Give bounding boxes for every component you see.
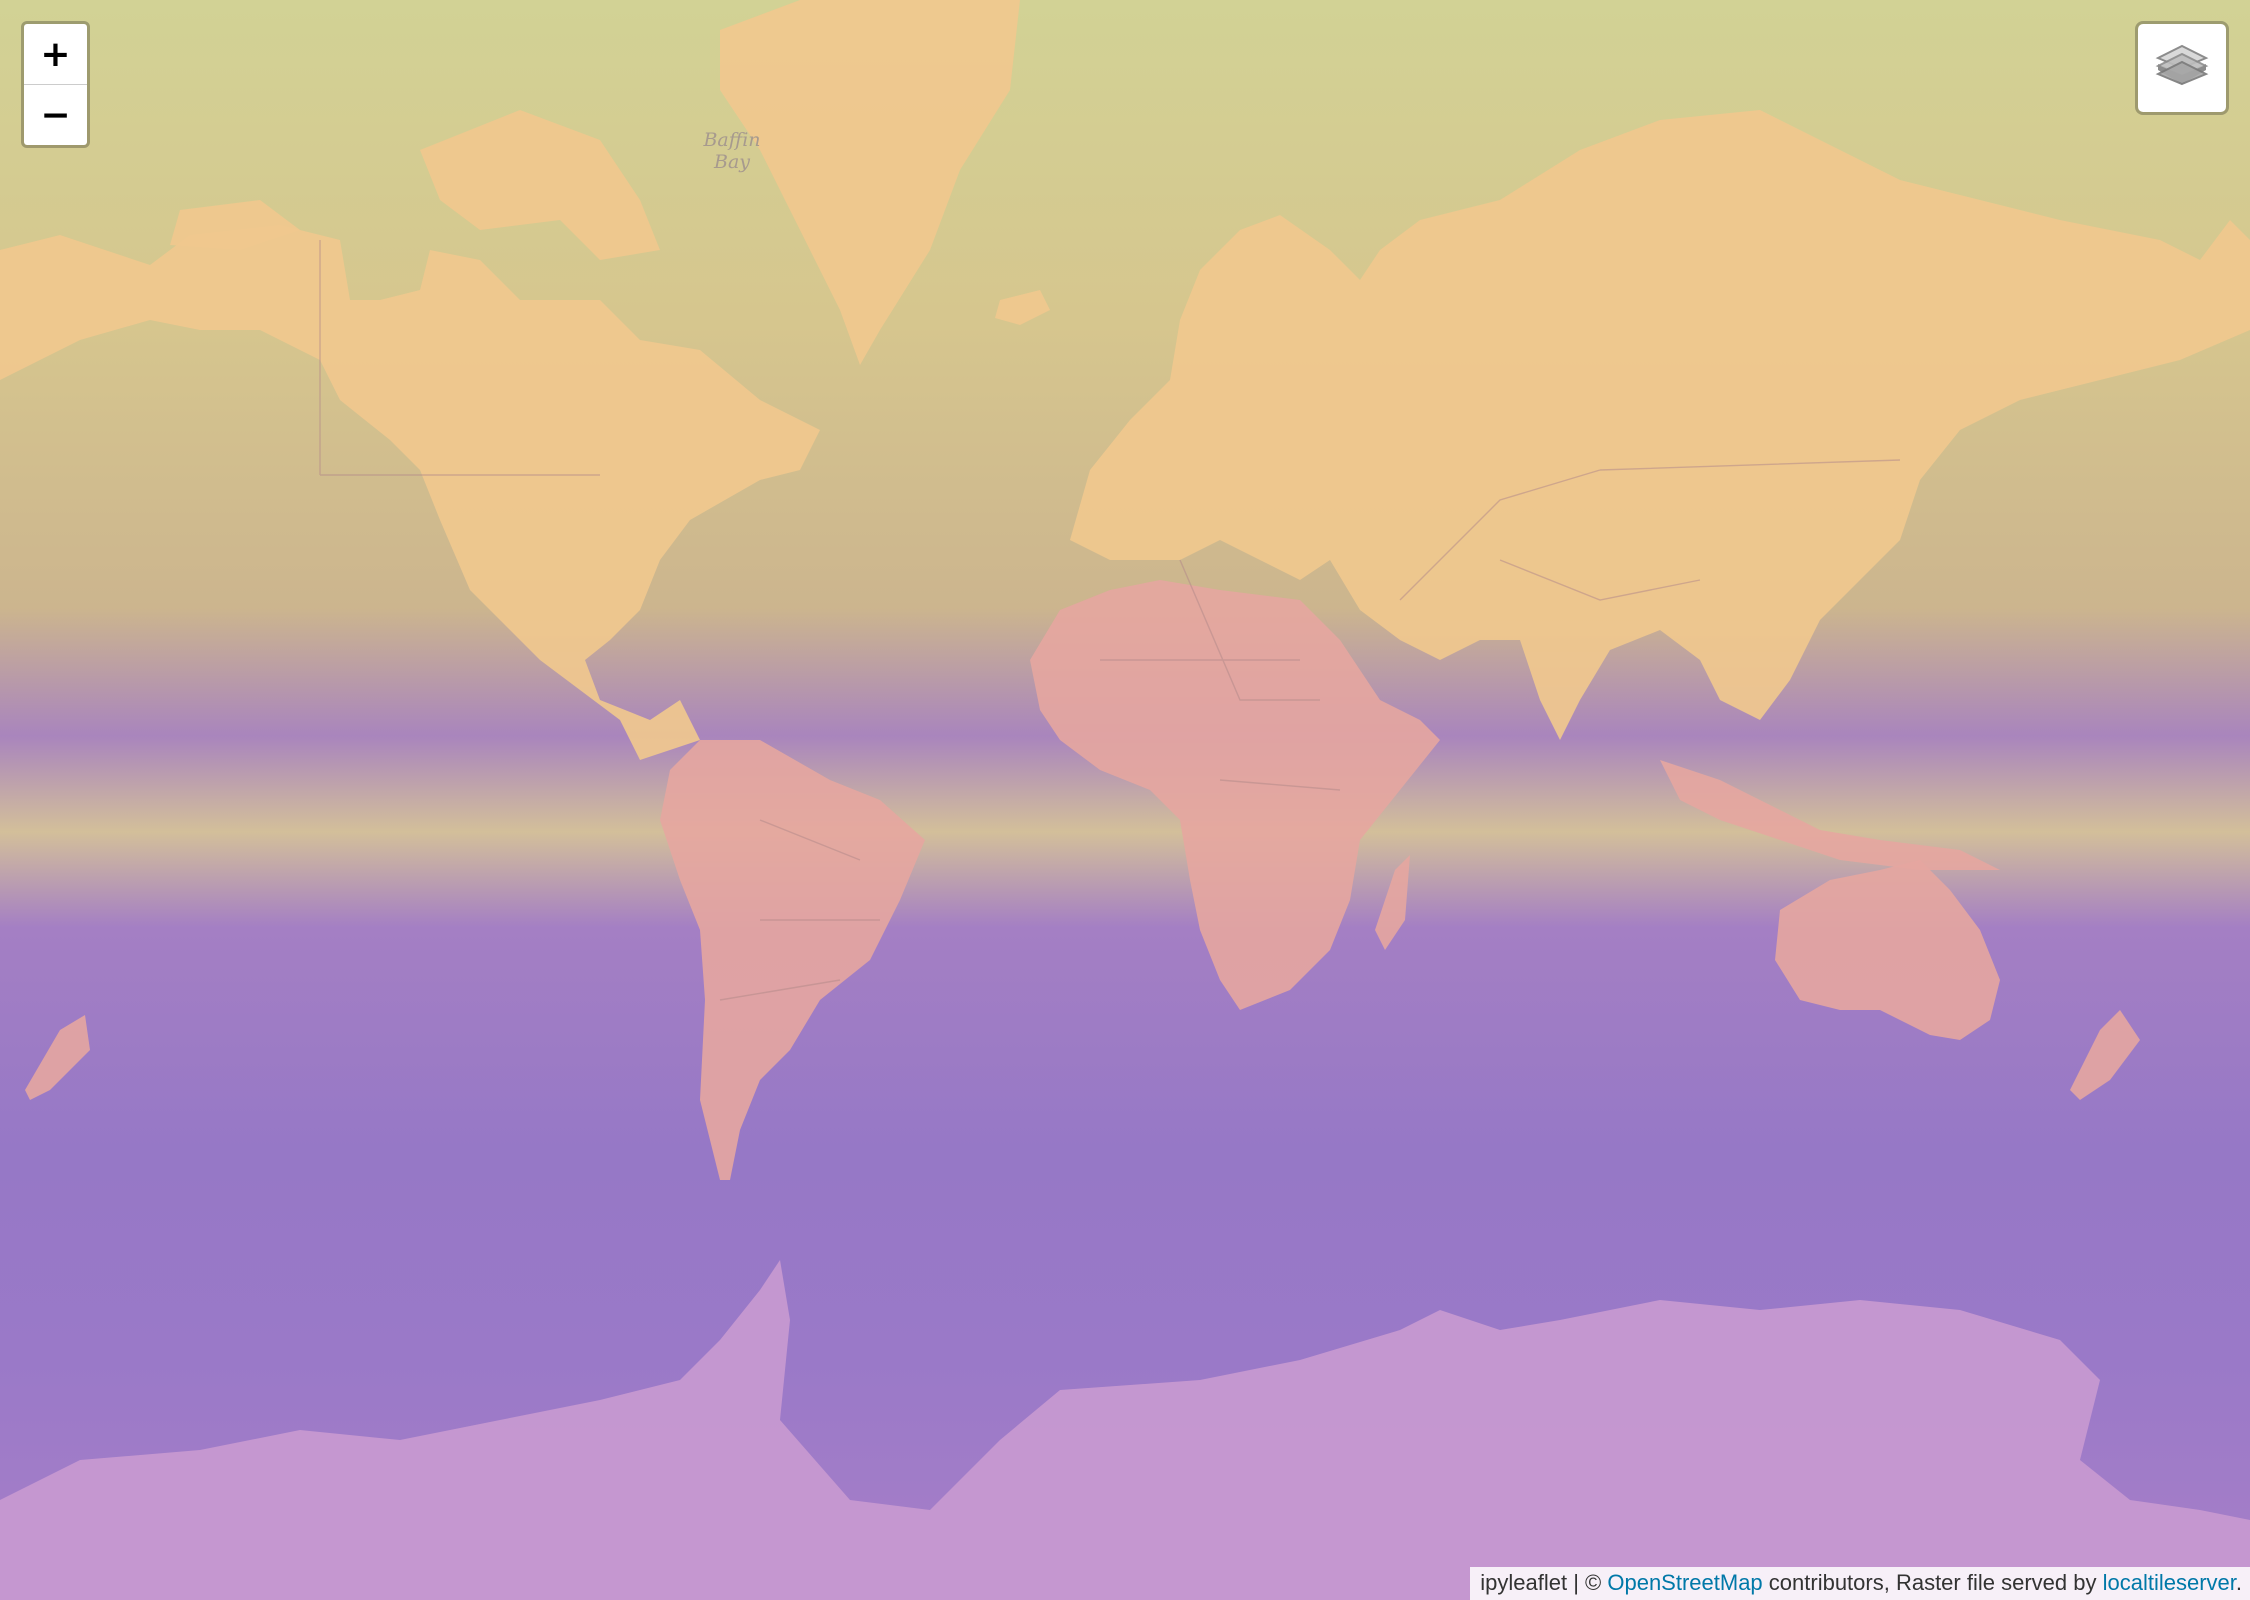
sea-label-line-1: Baffin	[702, 129, 760, 151]
southeast-asia-islands	[1660, 760, 2000, 870]
north-america-landmass	[0, 225, 820, 760]
australia-landmass	[1775, 860, 2000, 1040]
sea-label-line-2: Bay	[713, 151, 750, 173]
arctic-islands-west	[170, 200, 300, 250]
madagascar-landmass	[1375, 855, 1410, 950]
africa-landmass	[1030, 580, 1440, 1010]
zoom-control: + −	[21, 21, 90, 148]
country-borders	[319, 240, 1901, 1001]
attribution-middle-text: contributors, Raster file served by	[1762, 1570, 2103, 1595]
attribution-suffix: .	[2235, 1570, 2242, 1595]
greenland-landmass	[720, 0, 1020, 365]
new-zealand-landmass	[2070, 1010, 2140, 1100]
attribution-prefix: ipyleaflet	[1480, 1570, 1568, 1595]
south-america-landmass	[660, 740, 925, 1180]
layers-control-button[interactable]	[2135, 21, 2229, 115]
eurasia-landmass	[1070, 110, 2250, 740]
openstreetmap-link[interactable]: OpenStreetMap	[1607, 1570, 1763, 1595]
attribution-separator: | ©	[1567, 1570, 1608, 1595]
antarctica-landmass	[0, 1260, 2250, 1600]
localtileserver-link[interactable]: localtileserver	[2102, 1570, 2236, 1595]
map-attribution: ipyleaflet | © OpenStreetMap contributor…	[1470, 1567, 2250, 1600]
arctic-islands	[420, 110, 660, 260]
layers-icon	[2155, 44, 2209, 86]
zoom-in-button[interactable]: +	[40, 33, 71, 75]
iceland-landmass	[995, 290, 1050, 325]
new-zealand-west-landmass	[25, 1015, 90, 1100]
zoom-out-button[interactable]: −	[24, 84, 87, 145]
